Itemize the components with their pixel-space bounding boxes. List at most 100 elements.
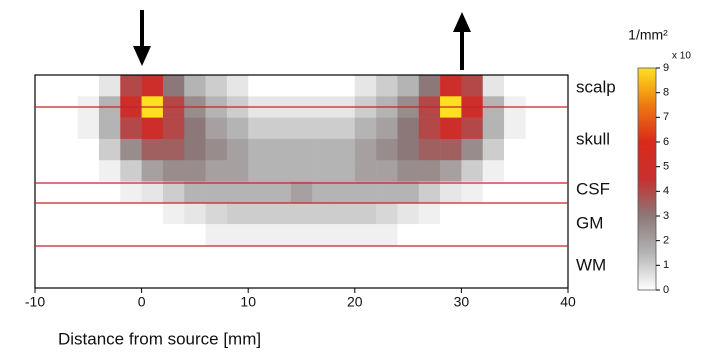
heat-cell <box>333 181 356 204</box>
heat-cell <box>397 181 420 204</box>
heat-cell <box>482 224 505 246</box>
colorbar-tick-label: 4 <box>663 185 669 197</box>
heat-cell <box>141 160 164 182</box>
heat-cell <box>269 138 292 161</box>
heat-cell <box>354 224 377 246</box>
heat-cell <box>354 138 377 161</box>
heat-cell <box>141 224 164 246</box>
heat-cell <box>226 75 249 97</box>
heat-cell <box>98 181 121 204</box>
heat-cell <box>98 202 121 225</box>
heat-cell <box>162 202 185 225</box>
colorbar-tick-label: 8 <box>663 87 669 99</box>
heat-cell <box>376 181 398 204</box>
heat-cell <box>269 117 292 140</box>
heat-cell <box>205 117 228 140</box>
heat-cell <box>482 181 505 204</box>
heat-cell <box>290 181 313 204</box>
colorbar-tick-label: 5 <box>663 161 669 173</box>
heat-cell <box>376 117 398 140</box>
layer-label: skull <box>576 129 610 148</box>
heat-cell <box>141 75 164 97</box>
colorbar-tick-label: 2 <box>663 235 669 247</box>
heat-cell <box>226 138 249 161</box>
heat-cell <box>440 75 462 97</box>
heat-cell <box>418 138 441 161</box>
heat-cell <box>397 160 420 182</box>
heat-cell <box>248 181 270 204</box>
heat-cell <box>461 138 484 161</box>
colorbar-tick-label: 0 <box>663 284 669 296</box>
colorbar-tick-label: 1 <box>663 259 669 271</box>
heat-cell <box>397 138 420 161</box>
heat-cell <box>418 160 441 182</box>
heat-cell <box>205 160 228 182</box>
heat-cell <box>461 160 484 182</box>
heat-cell <box>482 160 505 182</box>
heat-cell <box>120 117 142 140</box>
heat-cell <box>333 138 356 161</box>
heat-cell <box>77 75 100 97</box>
heat-cell <box>290 202 313 225</box>
heat-cell <box>461 224 484 246</box>
x-tick-label: 0 <box>138 294 146 310</box>
heat-cell <box>141 202 164 225</box>
heat-cell <box>269 160 292 182</box>
x-tick-label: -10 <box>25 294 45 310</box>
heat-cell <box>184 138 206 161</box>
heat-cell <box>184 75 206 97</box>
heat-cell <box>440 202 462 225</box>
heat-cell <box>162 75 185 97</box>
x-axis-title: Distance from source [mm] <box>58 329 261 348</box>
heat-cell <box>162 224 185 246</box>
heat-cell <box>98 138 121 161</box>
heat-cell <box>98 117 121 140</box>
heat-cell <box>120 75 142 97</box>
heat-cell <box>162 138 185 161</box>
layer-label: WM <box>576 255 606 274</box>
colorbar-scale: x 10 <box>672 51 691 62</box>
heat-cell <box>461 181 484 204</box>
heat-cell <box>440 160 462 182</box>
heat-cell <box>141 181 164 204</box>
heat-cell <box>333 202 356 225</box>
heat-cell <box>205 224 228 246</box>
heat-cell <box>376 75 398 97</box>
heat-cell <box>290 160 313 182</box>
heat-cell <box>482 138 505 161</box>
heat-cell <box>333 117 356 140</box>
heat-cell <box>205 138 228 161</box>
heat-cell <box>333 224 356 246</box>
colorbar-label: 1/mm² <box>628 27 668 43</box>
heat-cell <box>120 181 142 204</box>
heat-cell <box>333 160 356 182</box>
heat-cell <box>269 75 292 97</box>
heat-cell <box>482 117 505 140</box>
heat-cell <box>333 75 356 97</box>
heat-cell <box>205 181 228 204</box>
heat-cell <box>440 138 462 161</box>
heat-cell <box>312 181 334 204</box>
heat-cell <box>77 160 100 182</box>
heat-cell <box>376 224 398 246</box>
heat-cell <box>184 181 206 204</box>
heat-cell <box>504 202 526 225</box>
heat-cell <box>248 138 270 161</box>
heat-cell <box>376 202 398 225</box>
heat-cell <box>77 202 100 225</box>
heat-cell <box>184 160 206 182</box>
heat-cell <box>98 75 121 97</box>
x-tick-label: 30 <box>454 294 470 310</box>
heat-cell <box>440 117 462 140</box>
heat-cell <box>418 181 441 204</box>
heat-cell <box>354 181 377 204</box>
heat-cell <box>269 202 292 225</box>
heat-cell <box>141 117 164 140</box>
heat-cell <box>120 160 142 182</box>
x-tick-label: 20 <box>347 294 363 310</box>
heat-cell <box>504 160 526 182</box>
heat-cell <box>141 138 164 161</box>
heat-cell <box>354 117 377 140</box>
heat-cell <box>397 224 420 246</box>
